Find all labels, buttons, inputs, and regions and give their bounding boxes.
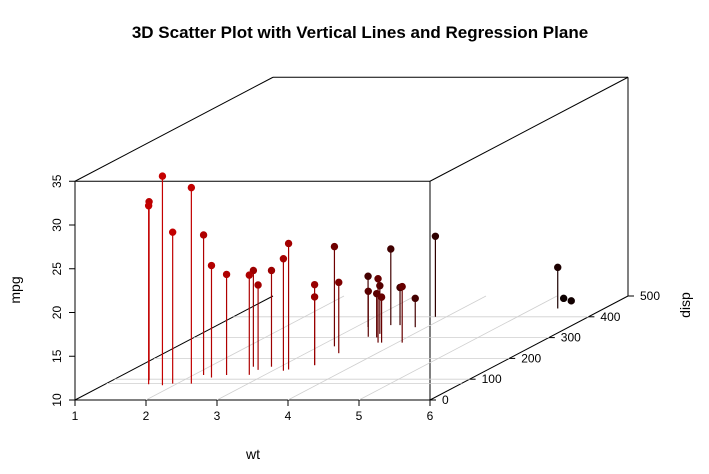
z-tick-label: 35 bbox=[50, 174, 64, 188]
chart-title: 3D Scatter Plot with Vertical Lines and … bbox=[132, 23, 588, 42]
data-point bbox=[377, 293, 386, 301]
data-point bbox=[168, 228, 177, 236]
z-axis: 10 15 20 25 30 35 bbox=[50, 174, 75, 407]
box-edge bbox=[74, 76, 274, 182]
y-tick-label: 200 bbox=[521, 351, 541, 365]
data-point bbox=[158, 172, 167, 180]
x-tick-label: 4 bbox=[285, 409, 292, 423]
y-tick-label: 100 bbox=[482, 372, 502, 386]
box-edge bbox=[429, 295, 629, 401]
plane-gridline bbox=[145, 295, 345, 401]
data-point bbox=[431, 232, 440, 241]
data-point bbox=[254, 281, 262, 289]
x-tick-label: 3 bbox=[214, 409, 221, 423]
plane-gridline bbox=[287, 295, 487, 401]
z-tick-label: 30 bbox=[50, 218, 64, 232]
box-edge bbox=[74, 295, 274, 401]
y-axis-label: disp bbox=[677, 292, 693, 318]
data-point bbox=[279, 255, 288, 263]
x-axis: 1 2 3 4 5 6 bbox=[72, 400, 434, 423]
plane-gridline bbox=[216, 295, 416, 401]
x-tick-label: 1 bbox=[72, 409, 79, 423]
data-point bbox=[144, 202, 153, 210]
data-point bbox=[374, 275, 382, 283]
data-point bbox=[310, 280, 319, 289]
data-point bbox=[554, 263, 562, 272]
data-point bbox=[267, 266, 276, 275]
y-tick-label: 300 bbox=[561, 331, 581, 345]
y-tick-label: 0 bbox=[442, 393, 449, 407]
z-tick-label: 10 bbox=[50, 393, 64, 407]
y-tick-label: 500 bbox=[640, 289, 660, 303]
x-tick-label: 2 bbox=[143, 409, 150, 423]
box-edge bbox=[429, 76, 629, 182]
data-point bbox=[222, 270, 231, 279]
x-axis-label: wt bbox=[245, 446, 260, 462]
data-point bbox=[187, 183, 196, 192]
data-point bbox=[310, 293, 319, 301]
data-point bbox=[207, 261, 216, 270]
data-point bbox=[245, 271, 253, 279]
regression-plane bbox=[106, 295, 589, 401]
plane-gridline bbox=[358, 295, 558, 401]
data-point bbox=[387, 245, 395, 253]
z-tick-label: 15 bbox=[50, 349, 64, 363]
data-point bbox=[249, 266, 258, 275]
data-point bbox=[364, 287, 372, 295]
z-tick-label: 20 bbox=[50, 306, 64, 320]
data-point bbox=[411, 294, 419, 303]
data-point bbox=[567, 297, 575, 305]
data-point bbox=[559, 294, 568, 303]
data-points bbox=[144, 172, 575, 386]
data-point bbox=[330, 242, 339, 251]
z-tick-label: 25 bbox=[50, 262, 64, 276]
data-point bbox=[284, 239, 293, 248]
y-axis: 0 100 200 300 400 500 bbox=[430, 289, 660, 407]
y-tick-label: 400 bbox=[600, 310, 620, 324]
bounding-box bbox=[74, 76, 629, 401]
data-point bbox=[364, 272, 372, 280]
x-tick-label: 6 bbox=[427, 409, 434, 423]
data-point bbox=[398, 282, 406, 291]
z-axis-label: mpg bbox=[7, 276, 23, 303]
x-tick-label: 5 bbox=[356, 409, 363, 423]
data-point bbox=[335, 278, 343, 287]
data-point bbox=[199, 231, 208, 239]
